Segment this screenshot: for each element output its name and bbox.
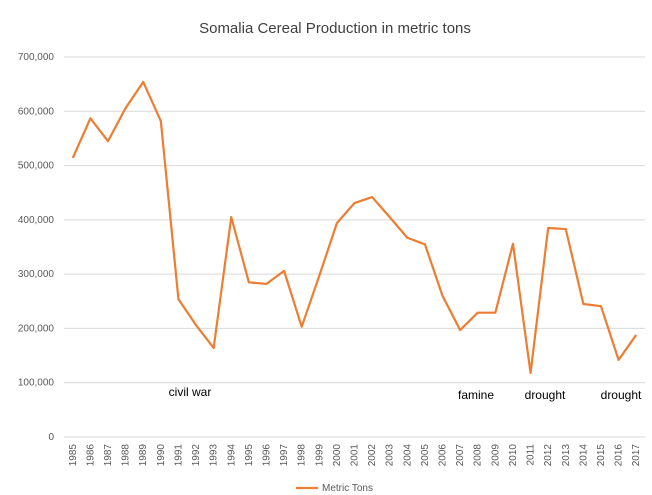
x-tick-label: 2009 <box>490 444 501 467</box>
legend-label: Metric Tons <box>322 483 373 494</box>
x-tick-label: 2010 <box>508 444 519 467</box>
x-tick-label: 1996 <box>261 444 272 467</box>
y-tick-label: 300,000 <box>18 269 55 280</box>
x-tick-label: 1987 <box>103 444 114 467</box>
x-tick-label: 1998 <box>297 444 308 467</box>
chart-title: Somalia Cereal Production in metric tons <box>199 20 471 37</box>
annotation: famine <box>458 388 494 402</box>
x-tick-label: 1991 <box>173 444 184 467</box>
x-tick-label: 2008 <box>473 444 484 467</box>
y-tick-label: 100,000 <box>18 378 55 389</box>
x-tick-label: 1995 <box>244 444 255 467</box>
x-tick-label: 2011 <box>526 444 537 466</box>
x-tick-label: 1993 <box>209 444 220 467</box>
y-tick-label: 700,000 <box>18 52 55 63</box>
x-tick-label: 1999 <box>314 444 325 467</box>
x-tick-label: 2000 <box>332 444 343 467</box>
x-tick-label: 2005 <box>420 444 431 467</box>
x-tick-label: 1997 <box>279 444 290 467</box>
x-tick-label: 2017 <box>631 444 642 467</box>
x-tick-label: 1989 <box>138 444 149 467</box>
x-tick-label: 2007 <box>455 444 466 467</box>
y-tick-label: 500,000 <box>18 161 55 172</box>
x-tick-label: 2003 <box>385 444 396 467</box>
x-tick-label: 2013 <box>561 444 572 467</box>
x-tick-label: 1994 <box>226 444 237 467</box>
annotation: civil war <box>169 385 212 399</box>
data-line <box>71 80 638 375</box>
x-tick-label: 2016 <box>614 444 625 467</box>
x-tick-label: 2006 <box>438 444 449 467</box>
x-tick-label: 2012 <box>543 444 554 467</box>
y-tick-label: 200,000 <box>18 323 55 334</box>
annotation: drought <box>601 388 642 402</box>
x-tick-label: 2014 <box>578 444 589 467</box>
x-tick-label: 2001 <box>350 444 361 467</box>
x-tick-label: 2004 <box>402 444 413 467</box>
y-tick-label: 400,000 <box>18 215 55 226</box>
x-tick-label: 1985 <box>68 444 79 467</box>
x-tick-label: 2015 <box>596 444 607 467</box>
x-tick-label: 1988 <box>121 444 132 467</box>
x-tick-label: 1986 <box>85 444 96 467</box>
annotation: drought <box>525 388 566 402</box>
x-tick-label: 1990 <box>156 444 167 467</box>
x-tick-label: 2002 <box>367 444 378 467</box>
y-tick-label: 600,000 <box>18 106 55 117</box>
x-tick-label: 1992 <box>191 444 202 467</box>
y-tick-label: 0 <box>48 432 54 443</box>
